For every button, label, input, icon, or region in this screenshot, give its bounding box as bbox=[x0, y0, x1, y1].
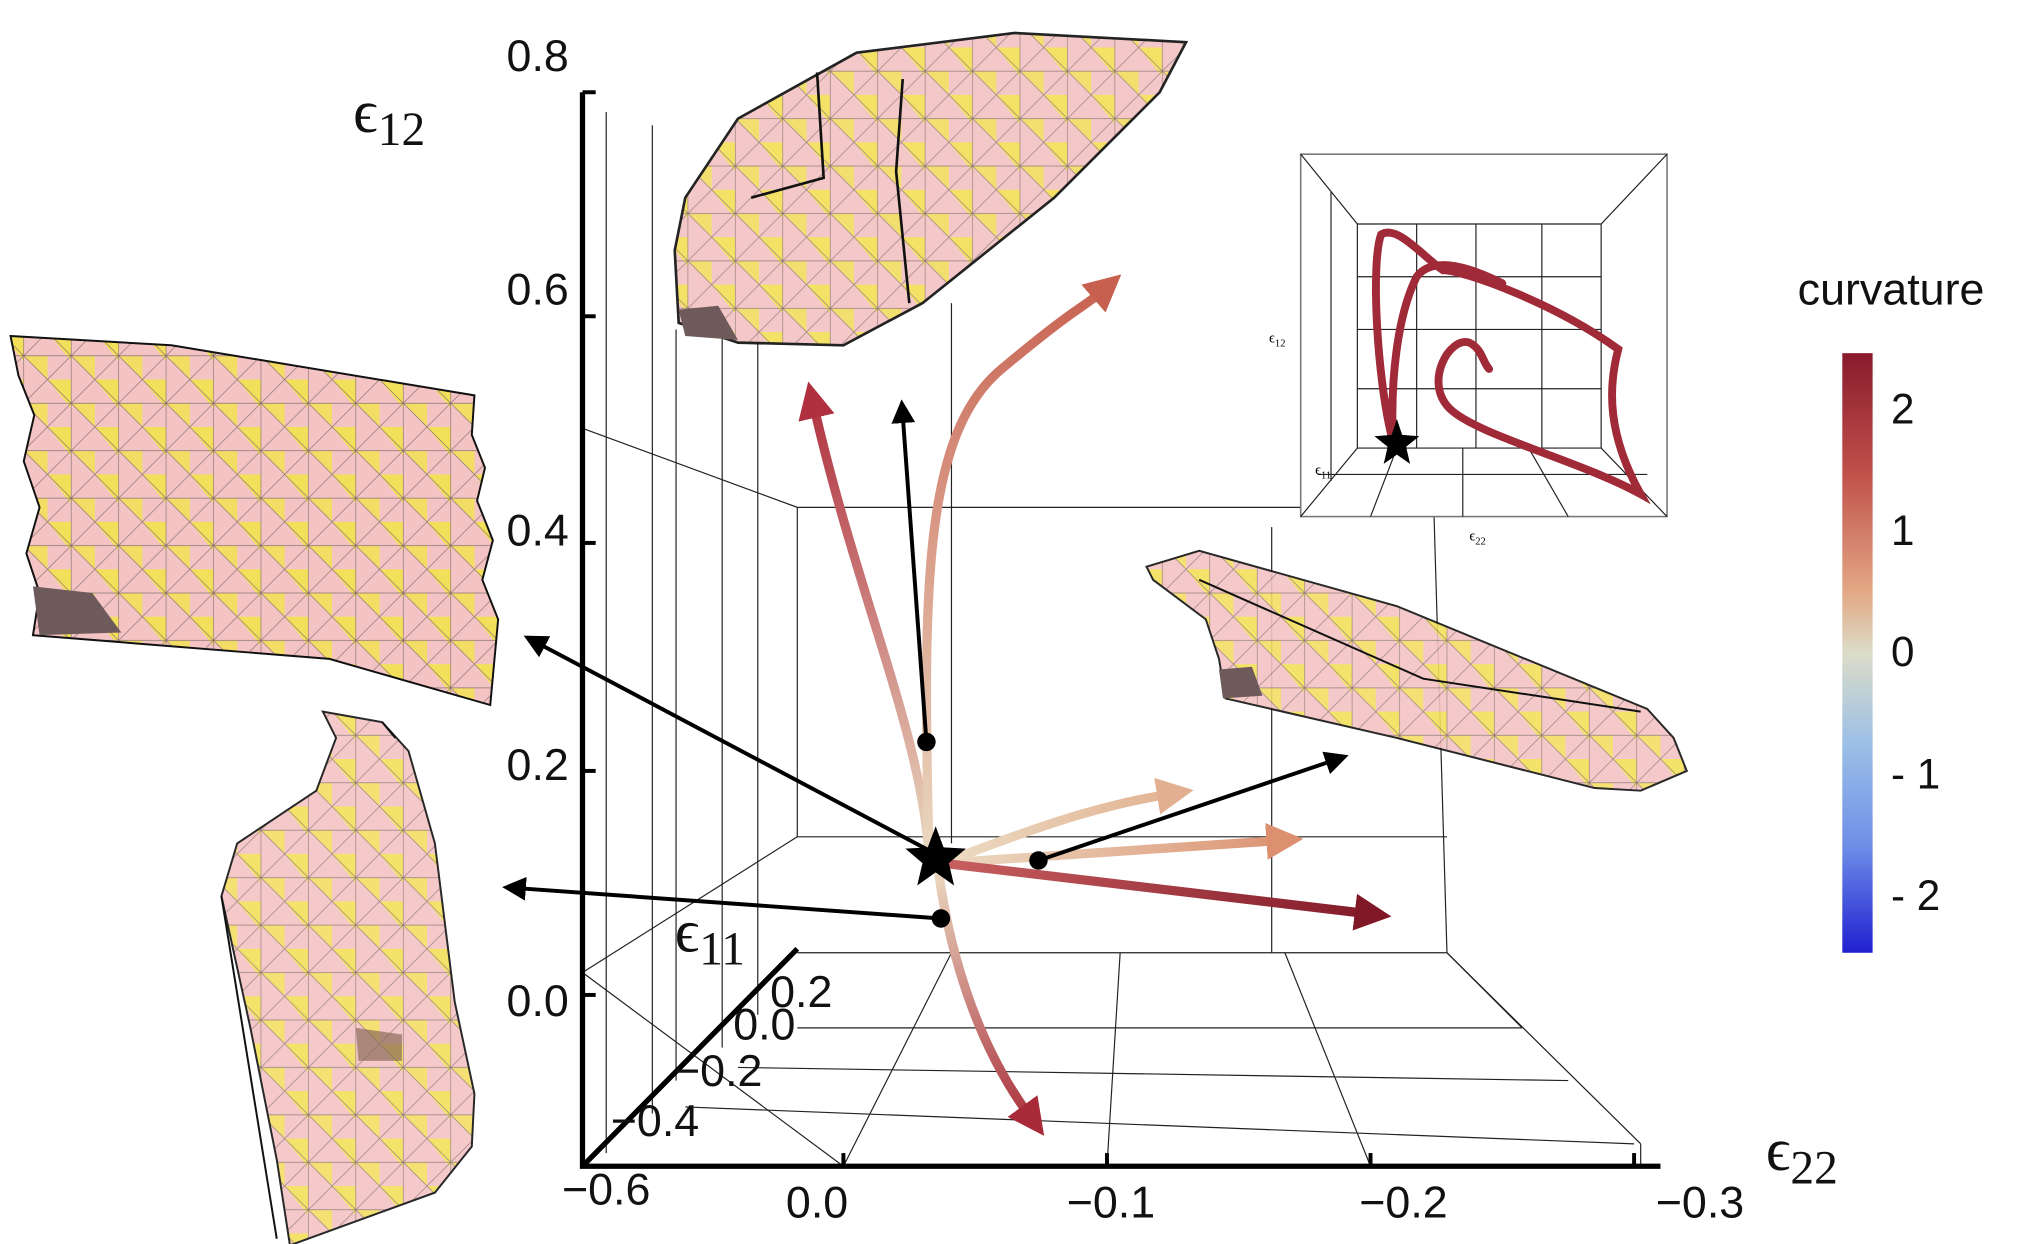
mesh-cylinder-right bbox=[1145, 549, 1689, 792]
box-grid bbox=[582, 112, 1642, 1167]
mesh-cylinder-left bbox=[220, 710, 476, 1244]
x-tick-label: −0.1 bbox=[1067, 1178, 1155, 1228]
y-tick-label: −0.6 bbox=[562, 1164, 650, 1214]
inset-label: ϵ11 bbox=[1315, 462, 1331, 481]
axis-ticks bbox=[582, 90, 1637, 1167]
points bbox=[905, 732, 1048, 928]
inset: ϵ12 ϵ11 ϵ22 bbox=[1269, 153, 1668, 547]
trajectories bbox=[798, 274, 1392, 1136]
x-tick-label: −0.2 bbox=[1359, 1178, 1447, 1228]
z-tick-label: 0.4 bbox=[507, 506, 569, 556]
pointer-arrows bbox=[502, 399, 1349, 921]
y-tick-label: 0.2 bbox=[770, 967, 832, 1017]
inset-label: ϵ22 bbox=[1469, 528, 1485, 547]
x-axis-label: ϵ22 bbox=[1766, 1117, 1838, 1194]
z-tick-label: 0.6 bbox=[507, 264, 569, 314]
x-tick-label: 0.0 bbox=[786, 1178, 848, 1228]
y-tick-label: 0.0 bbox=[733, 1000, 795, 1050]
colorbar-tick: 2 bbox=[1891, 386, 1914, 433]
axis-line-diagonal bbox=[580, 946, 800, 1169]
colorbar-gradient bbox=[1842, 353, 1873, 953]
mesh-top-fold bbox=[673, 31, 1189, 347]
colorbar-tick: - 2 bbox=[1891, 872, 1940, 919]
colorbar-tick: - 1 bbox=[1891, 751, 1940, 798]
x-tick-label: −0.3 bbox=[1656, 1178, 1744, 1228]
colorbar-tick: 0 bbox=[1891, 628, 1914, 675]
colorbar-title: curvature bbox=[1798, 264, 1985, 314]
y-tick-label: −0.2 bbox=[674, 1046, 762, 1096]
mesh-flat-left bbox=[9, 334, 500, 707]
y-tick-label: −0.4 bbox=[611, 1096, 699, 1146]
z-tick-label: 0.0 bbox=[507, 976, 569, 1026]
z-tick-label: 0.2 bbox=[507, 740, 569, 790]
z-axis-label: ϵ12 bbox=[353, 79, 425, 156]
inset-label: ϵ12 bbox=[1269, 331, 1285, 350]
colorbar: curvature 2 1 0 - 1 - 2 bbox=[1798, 264, 1985, 953]
z-tick-label: 0.8 bbox=[507, 31, 569, 81]
colorbar-tick: 1 bbox=[1891, 507, 1914, 554]
y-axis-label: ϵ11 bbox=[675, 898, 745, 975]
